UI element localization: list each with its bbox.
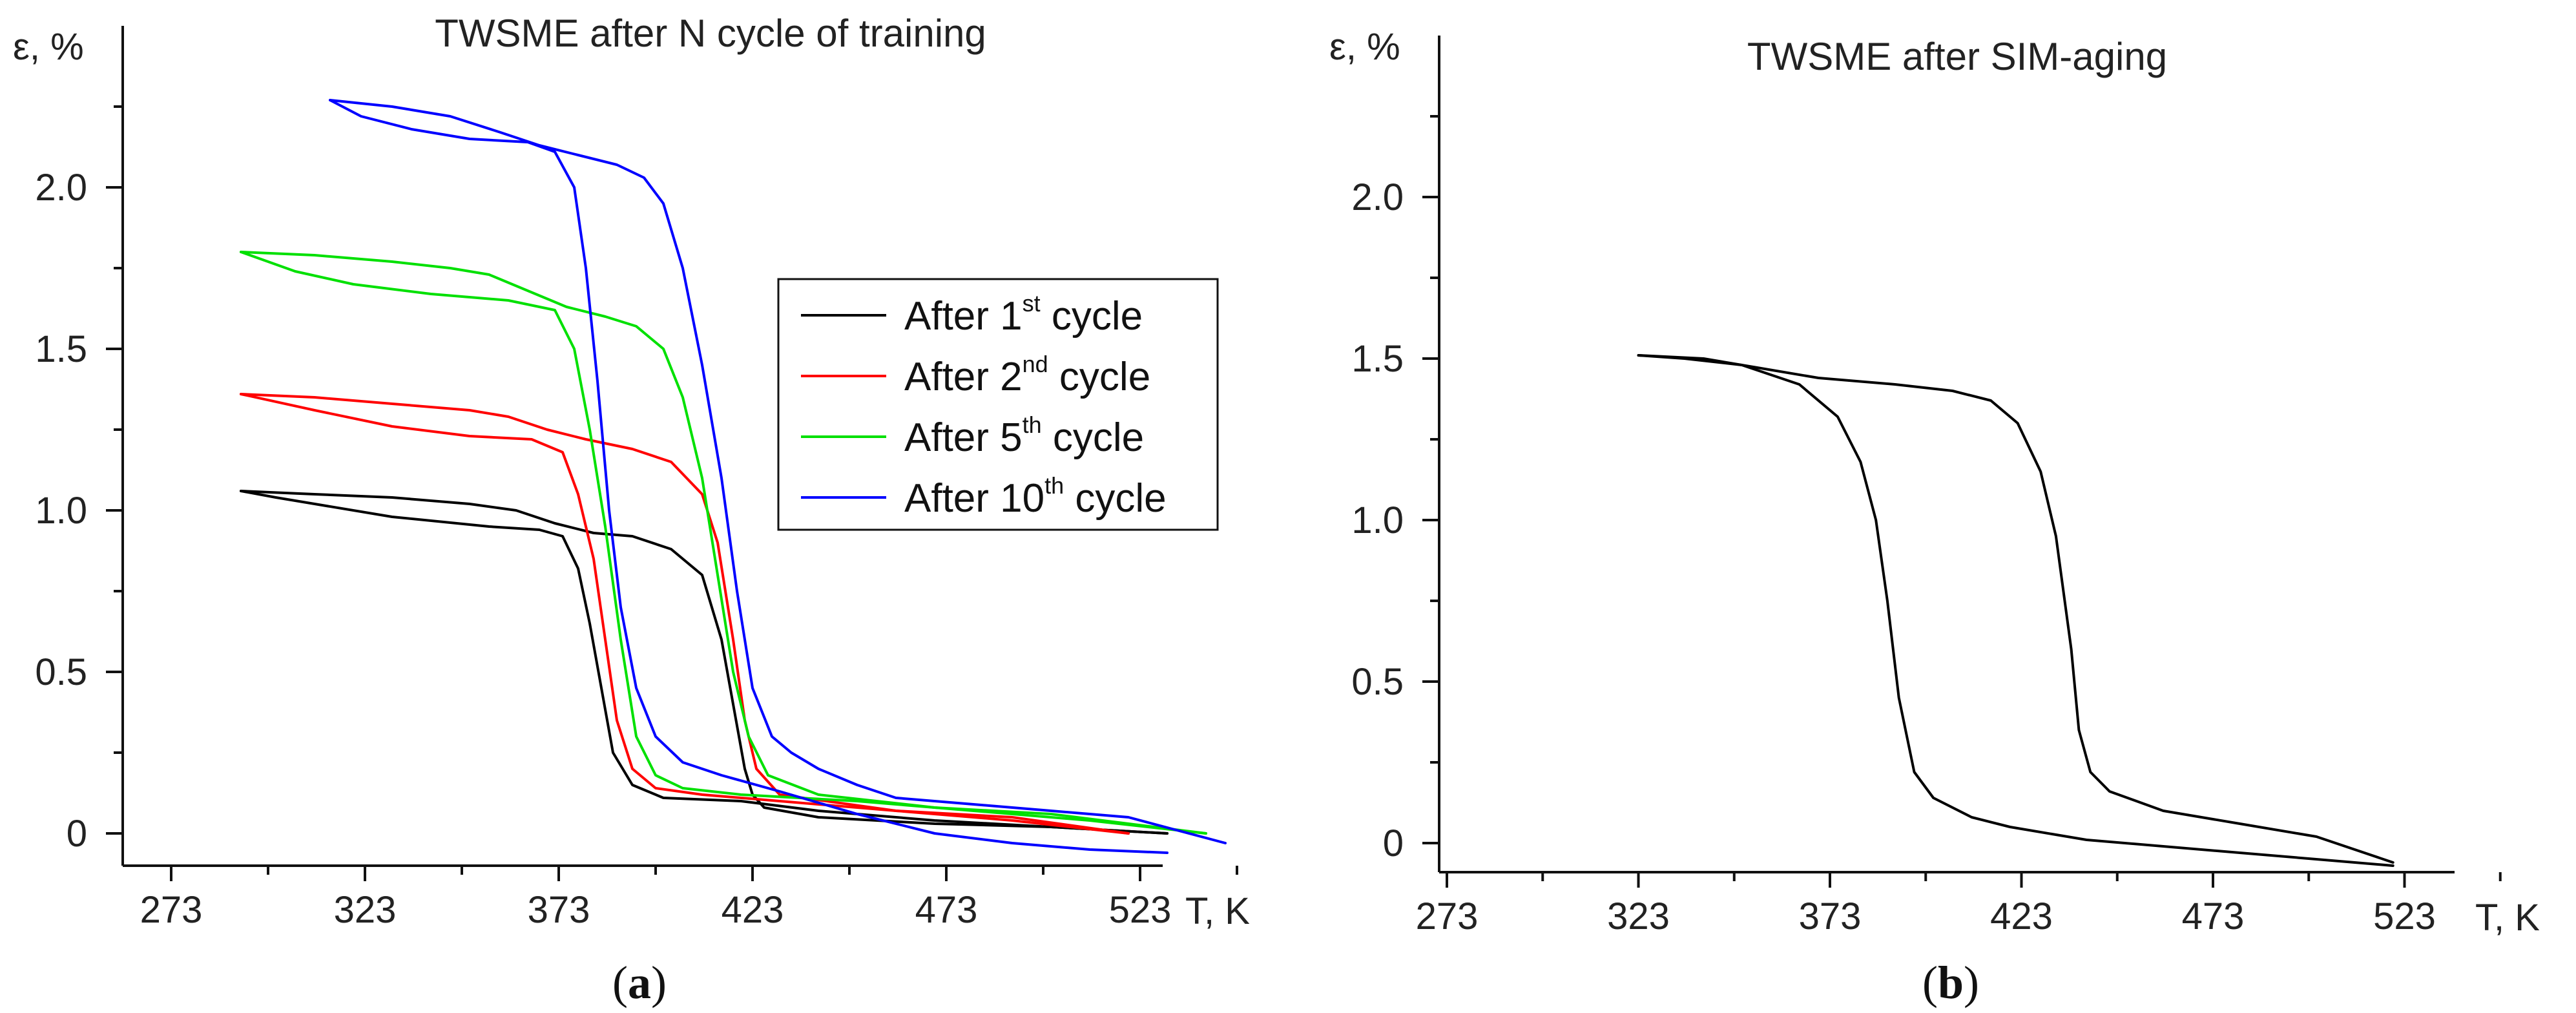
panel-a-x-tick-label: 373	[528, 889, 590, 931]
panel-b-x-tick-label: 423	[1990, 895, 2053, 937]
panel-b-y-tick-label: 1.0	[1351, 499, 1404, 541]
panel-b-series-1-heating-line	[1637, 354, 2394, 864]
panel-a-series-1-cooling-line	[240, 490, 1169, 835]
panel-a-legend: After 1st cycle After 2nd cycle After 5t…	[777, 278, 1219, 531]
panel-a-title: TWSME after N cycle of training	[435, 12, 986, 55]
panel-a-series-3-heating-line	[240, 251, 1207, 835]
panel-b-title: TWSME after SIM-aging	[1747, 35, 2167, 78]
panel-a-series-4-cooling-line	[329, 99, 1169, 854]
panel-a-label: (a)	[612, 957, 667, 1008]
panel-a-chart: TWSME after N cycle of training ε, % T, …	[13, 12, 1250, 1008]
panel-a-y-tick-label: 0	[67, 813, 87, 855]
panel-b-y-tick-label: 1.5	[1351, 338, 1404, 380]
legend-entry-1: After 1st cycle	[801, 290, 1143, 339]
panel-a-y-tick-label: 1.5	[35, 328, 87, 370]
panel-a-x-tick-label: 423	[722, 889, 784, 931]
panel-b-x-tick-label: 273	[1416, 895, 1479, 937]
panel-a-series-3-cooling-line	[240, 251, 1207, 835]
legend-entry-4: After 10th cycle	[801, 472, 1167, 521]
panel-a-y-tick-label: 1.0	[35, 490, 87, 532]
panel-a-x-tick-label: 273	[140, 889, 203, 931]
panel-b-series-1-cooling-line	[1637, 354, 2394, 867]
panel-b-x-tick-label: 323	[1607, 895, 1670, 937]
legend-label-4: After 10th cycle	[904, 472, 1167, 521]
panel-b-x-tick-label: 473	[2182, 895, 2245, 937]
legend-entry-2: After 2nd cycle	[801, 351, 1150, 399]
panel-b-y-axis-label: ε, %	[1329, 26, 1400, 68]
panel-a-y-axis-label: ε, %	[13, 26, 84, 68]
legend-box	[777, 278, 1219, 531]
legend-label-1: After 1st cycle	[904, 290, 1143, 339]
panel-b-x-tick-label: 523	[2373, 895, 2436, 937]
legend-entry-3: After 5th cycle	[801, 412, 1144, 460]
legend-label-2: After 2nd cycle	[904, 351, 1150, 399]
legend-label-3: After 5th cycle	[904, 412, 1144, 460]
panel-a-x-axis-label: T, K	[1185, 890, 1250, 932]
panel-a-series-1-heating-line	[240, 490, 1169, 835]
panel-a-x-tick-label: 523	[1109, 889, 1172, 931]
panel-b-y-tick-label: 0.5	[1351, 661, 1404, 703]
panel-b-x-axis-label: T, K	[2475, 897, 2540, 939]
panel-b-y-tick-label: 0	[1383, 822, 1404, 864]
panel-a-x-tick-label: 323	[334, 889, 397, 931]
panel-a-y-tick-label: 0.5	[35, 651, 87, 693]
panel-b-y-tick-label: 2.0	[1351, 176, 1404, 218]
panel-b-x-tick-label: 373	[1799, 895, 1862, 937]
panel-a-x-tick-label: 473	[915, 889, 978, 931]
panel-a-y-tick-label: 2.0	[35, 167, 87, 209]
panel-a-series-2-cooling-line	[240, 393, 1130, 835]
panel-b-label: (b)	[1922, 957, 1979, 1008]
panel-b-chart: TWSME after SIM-aging ε, % T, K 273 323 37…	[1329, 26, 2540, 1008]
